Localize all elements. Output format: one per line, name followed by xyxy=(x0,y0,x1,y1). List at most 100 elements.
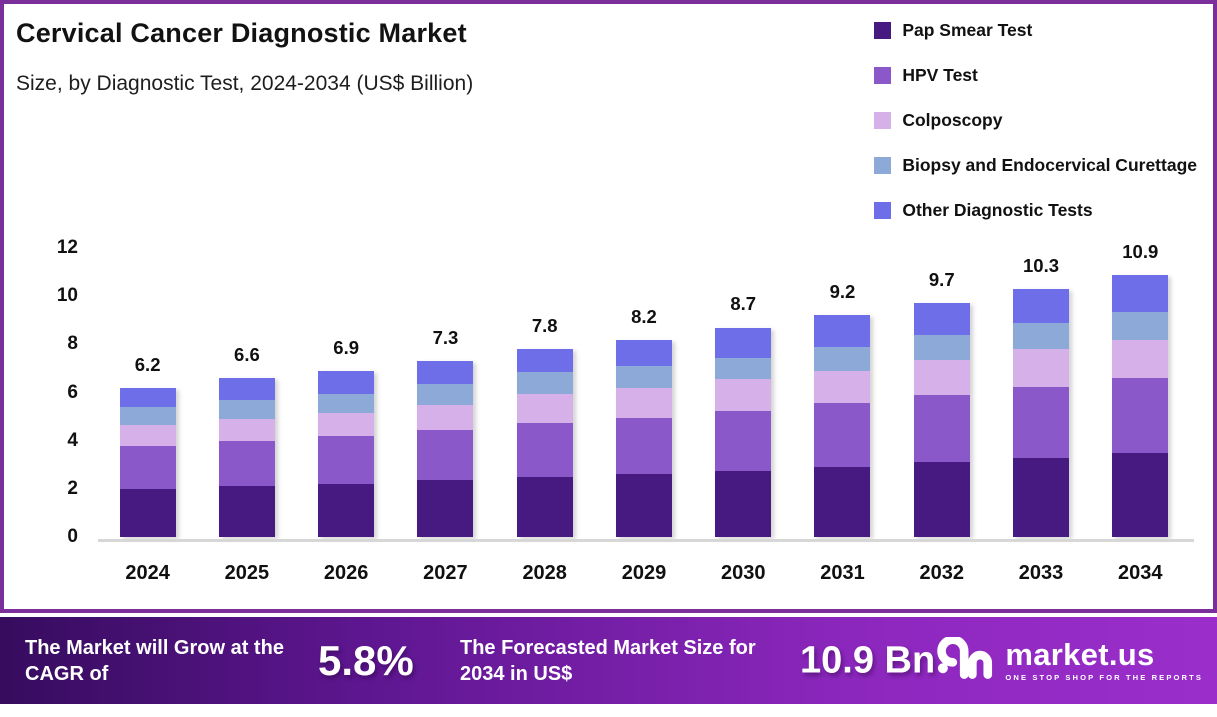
y-axis-tick-label: 4 xyxy=(67,429,78,451)
bar-segment-pap-smear-test xyxy=(1013,457,1070,537)
bar-segment-hpv-test xyxy=(615,417,672,475)
brand-block: market.us ONE STOP SHOP FOR THE REPORTS xyxy=(937,636,1203,685)
bar-total-label: 8.7 xyxy=(730,293,757,315)
forecast-label: The Forecasted Market Size for 2034 in U… xyxy=(460,636,756,685)
x-axis-label-2024: 2024 xyxy=(125,562,170,584)
legend-item-other-diagnostic-tests: Other Diagnostic Tests xyxy=(874,198,1197,222)
bar-segment-other-diagnostic-tests xyxy=(417,361,474,385)
x-axis-label-2025: 2025 xyxy=(224,562,270,584)
chart-subtitle: Size, by Diagnostic Test, 2024-2034 (US$… xyxy=(16,72,474,95)
bar-column-2030: 8.7 2030 xyxy=(694,248,793,584)
marketus-logo-icon xyxy=(937,636,993,679)
bar-segment-hpv-test xyxy=(715,410,772,471)
bar-segment-other-diagnostic-tests xyxy=(615,339,672,367)
bar-segment-colposcopy xyxy=(913,360,970,395)
x-axis-label-2032: 2032 xyxy=(919,562,965,584)
bar-segment-hpv-test xyxy=(218,440,275,487)
legend: Pap Smear Test HPV Test Colposcopy Biopsy a… xyxy=(874,18,1197,243)
x-axis-label-2033: 2033 xyxy=(1018,562,1064,584)
legend-label: Colposcopy xyxy=(902,109,1003,130)
y-axis-tick-label: 12 xyxy=(56,237,78,258)
bar-total-label: 6.6 xyxy=(234,344,260,366)
legend-swatch-icon xyxy=(874,111,892,129)
bar-segment-pap-smear-test xyxy=(417,480,474,537)
bar-segment-pap-smear-test xyxy=(715,470,772,537)
bar-stack xyxy=(1112,274,1169,537)
bar-stack xyxy=(516,349,573,537)
legend-label: HPV Test xyxy=(902,64,978,85)
x-axis-label-2030: 2030 xyxy=(720,562,766,584)
bar-segment-hpv-test xyxy=(119,445,176,489)
bar-stack xyxy=(1013,288,1070,537)
bar-segment-colposcopy xyxy=(218,419,275,441)
x-axis-label-2026: 2026 xyxy=(323,562,369,584)
y-axis: 0 2 4 6 8 10 12 xyxy=(4,237,78,547)
bar-segment-other-diagnostic-tests xyxy=(814,315,871,347)
bar-column-2031: 9.2 2031 xyxy=(793,248,892,584)
bar-segment-pap-smear-test xyxy=(913,462,970,537)
bar-segment-other-diagnostic-tests xyxy=(218,378,275,400)
legend-item-biopsy-and-endocervical-curettage: Biopsy and Endocervical Curettage xyxy=(874,153,1197,177)
bar-segment-biopsy-and-endocervical-curettage xyxy=(1112,311,1169,340)
brand-name: market.us xyxy=(1005,636,1155,672)
legend-label: Biopsy and Endocervical Curettage xyxy=(902,154,1197,175)
legend-swatch-icon xyxy=(874,66,892,84)
bar-segment-biopsy-and-endocervical-curettage xyxy=(913,334,970,361)
legend-swatch-icon xyxy=(874,201,892,219)
bar-segment-biopsy-and-endocervical-curettage xyxy=(615,366,672,388)
chart-title: Cervical Cancer Diagnostic Market xyxy=(16,18,467,48)
bar-column-2032: 9.7 2032 xyxy=(892,248,991,584)
footer-banner: The Market will Grow at the CAGR of 5.8%… xyxy=(0,617,1217,704)
plot-area: 6.2 2024 6.6 2025 6.9 2026 7.3 2027 7.8 2028 8.2 20… xyxy=(98,241,1190,584)
bar-segment-hpv-test xyxy=(1013,386,1070,458)
bar-segment-biopsy-and-endocervical-curettage xyxy=(119,406,176,426)
bar-segment-colposcopy xyxy=(318,413,375,436)
bar-segment-biopsy-and-endocervical-curettage xyxy=(218,399,275,420)
bar-segment-other-diagnostic-tests xyxy=(913,303,970,335)
legend-item-hpv-test: HPV Test xyxy=(874,63,1197,87)
bar-segment-pap-smear-test xyxy=(1112,452,1169,537)
bar-column-2029: 8.2 2029 xyxy=(594,248,693,584)
bar-stack xyxy=(615,339,672,537)
y-axis-tick-label: 10 xyxy=(56,285,78,307)
bar-stack xyxy=(913,303,970,537)
bar-stack xyxy=(417,361,474,537)
bar-segment-pap-smear-test xyxy=(516,476,573,537)
bar-column-2033: 10.3 2033 xyxy=(991,248,1090,584)
x-axis-label-2031: 2031 xyxy=(820,562,865,584)
y-axis-tick-label: 2 xyxy=(67,477,78,499)
bar-total-label: 9.2 xyxy=(829,281,856,303)
bar-segment-biopsy-and-endocervical-curettage xyxy=(318,393,375,413)
bar-stack xyxy=(318,370,375,537)
bar-segment-other-diagnostic-tests xyxy=(318,370,375,394)
bar-column-2027: 7.3 2027 xyxy=(396,248,495,584)
bar-segment-colposcopy xyxy=(417,404,474,430)
legend-label: Other Diagnostic Tests xyxy=(902,199,1093,220)
bar-column-2025: 6.6 2025 xyxy=(197,248,296,584)
bar-segment-biopsy-and-endocervical-curettage xyxy=(1013,322,1070,350)
bar-total-label: 10.3 xyxy=(1023,254,1060,276)
bar-column-2026: 6.9 2026 xyxy=(297,248,396,584)
bar-segment-pap-smear-test xyxy=(218,486,275,537)
bar-segment-pap-smear-test xyxy=(119,488,176,537)
bar-segment-other-diagnostic-tests xyxy=(1112,274,1169,312)
bars-row: 6.2 2024 6.6 2025 6.9 2026 7.3 2027 7.8 2028 8.2 20… xyxy=(98,241,1190,584)
bar-segment-hpv-test xyxy=(516,422,573,477)
bar-segment-other-diagnostic-tests xyxy=(1013,288,1070,323)
bar-total-label: 10.9 xyxy=(1122,240,1159,262)
bar-total-label: 6.2 xyxy=(134,353,161,375)
bar-segment-pap-smear-test xyxy=(318,484,375,537)
bar-segment-colposcopy xyxy=(615,387,672,418)
bar-segment-pap-smear-test xyxy=(615,474,672,537)
bar-segment-biopsy-and-endocervical-curettage xyxy=(814,346,871,371)
legend-label: Pap Smear Test xyxy=(902,19,1033,40)
forecast-value: 10.9 Bn xyxy=(800,639,936,681)
bar-segment-other-diagnostic-tests xyxy=(715,327,772,358)
bar-segment-hpv-test xyxy=(1112,378,1169,453)
bar-total-label: 9.7 xyxy=(928,269,955,291)
legend-item-pap-smear-test: Pap Smear Test xyxy=(874,18,1197,42)
y-axis-tick-label: 8 xyxy=(67,333,78,355)
bar-segment-colposcopy xyxy=(1013,349,1070,387)
bar-stack xyxy=(119,387,176,537)
